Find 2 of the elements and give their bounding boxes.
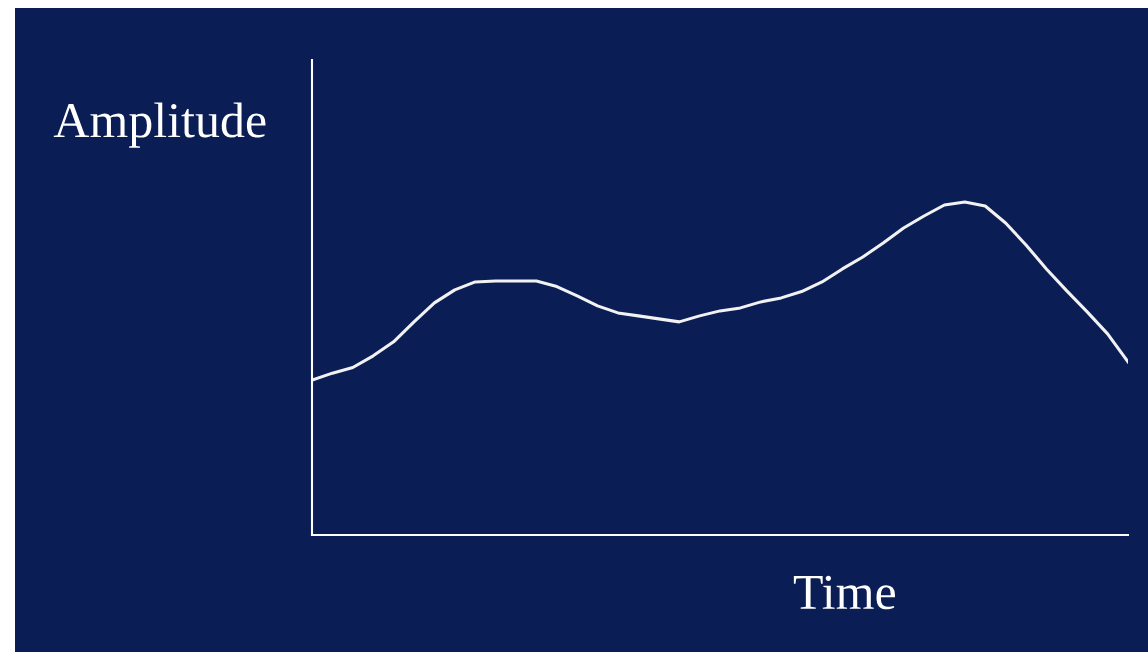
y-axis-title: Amplitude xyxy=(53,102,266,148)
x-axis-title: Time xyxy=(793,575,895,610)
